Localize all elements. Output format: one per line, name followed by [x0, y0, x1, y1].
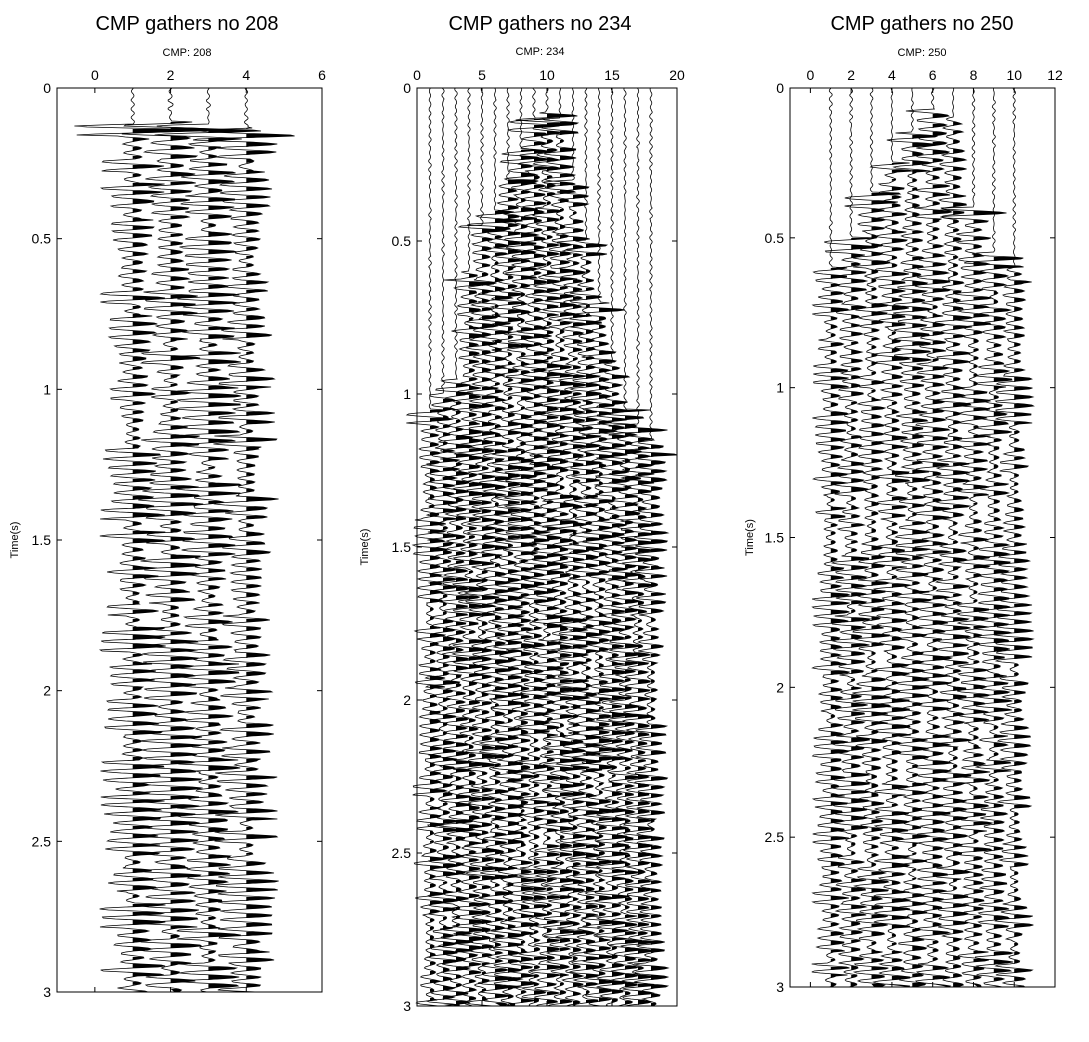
trace-11	[541, 87, 580, 1007]
y-tick-label: 2	[43, 683, 51, 699]
trace-12	[543, 87, 591, 1007]
y-tick-label: 2	[776, 679, 784, 695]
trace-fill-7	[953, 122, 973, 987]
x-tick-label: 0	[413, 67, 421, 83]
trace-7	[932, 87, 973, 988]
x-tick-label: 0	[806, 67, 814, 83]
y-tick-label: 1	[776, 380, 784, 396]
y-tick-label: 1.5	[32, 532, 52, 548]
chart-title: CMP gathers no 208	[95, 13, 278, 35]
trace-fill-9	[534, 119, 560, 1003]
trace-fill-1	[830, 268, 850, 987]
x-tick-label: 8	[970, 67, 978, 83]
y-tick-label: 3	[403, 998, 411, 1014]
y-axis-label: Time(s)	[744, 519, 756, 556]
trace-fill-10	[1014, 273, 1034, 987]
trace-4	[443, 87, 495, 1007]
x-tick-label: 2	[167, 67, 175, 83]
trace-fill-17	[638, 428, 668, 1005]
trace-fill-3	[871, 193, 901, 987]
x-tick-label: 12	[1047, 67, 1063, 83]
y-tick-label: 3	[776, 979, 784, 995]
trace-6	[905, 87, 954, 988]
chart-title: CMP gathers no 234	[448, 13, 631, 35]
trace-10	[993, 87, 1035, 988]
trace-1	[811, 87, 852, 988]
trace-1	[405, 87, 454, 1007]
trace-9	[963, 88, 1024, 988]
trace-fill-10	[547, 114, 578, 1004]
trace-8	[499, 87, 540, 1007]
y-tick-label: 0.5	[392, 233, 412, 249]
x-tick-label: 4	[242, 67, 250, 83]
trace-3	[435, 87, 475, 1007]
y-tick-label: 0	[776, 80, 784, 96]
trace-fill-18	[651, 440, 678, 1006]
chart-subtitle: CMP: 250	[898, 47, 947, 59]
y-tick-label: 0	[43, 80, 51, 96]
x-tick-label: 0	[91, 67, 99, 83]
y-axis-label: Time(s)	[9, 522, 21, 559]
trace-fill-4	[469, 274, 495, 1006]
y-tick-label: 3	[43, 984, 51, 1000]
x-tick-label: 5	[478, 67, 486, 83]
chart-panel-1: CMP gathers no 208 CMP: 208 Time(s) 0 2 4 6 0 0.…	[9, 13, 326, 1000]
chart-subtitle: CMP: 234	[516, 46, 565, 58]
x-tick-label: 6	[318, 67, 326, 83]
y-tick-label: 2.5	[765, 829, 785, 845]
trace-fill-2	[170, 122, 219, 992]
trace-8	[940, 87, 1007, 988]
trace-4	[869, 88, 914, 988]
y-axis-label: Time(s)	[359, 529, 371, 566]
y-tick-label: 2	[403, 692, 411, 708]
x-tick-label: 10	[539, 67, 555, 83]
trace-fill-15	[612, 367, 630, 1003]
trace-fill-5	[482, 229, 507, 1006]
x-tick-label: 2	[847, 67, 855, 83]
y-tick-label: 1	[403, 386, 411, 402]
trace-fill-8	[973, 211, 1007, 987]
y-tick-label: 0.5	[765, 230, 785, 246]
trace-16	[604, 87, 651, 1007]
x-tick-label: 10	[1006, 67, 1022, 83]
y-tick-label: 2.5	[32, 833, 52, 849]
x-tick-label: 15	[604, 67, 620, 83]
trace-3	[844, 87, 902, 988]
trace-fill-2	[851, 238, 878, 987]
y-tick-label: 0	[403, 80, 411, 96]
trace-4	[192, 87, 295, 993]
trace-17	[608, 87, 668, 1007]
y-tick-label: 1.5	[392, 539, 412, 555]
trace-5	[886, 87, 939, 988]
chart-subtitle: CMP: 208	[163, 47, 212, 59]
trace-fill-6	[932, 114, 952, 987]
y-tick-label: 0.5	[32, 231, 52, 247]
trace-9	[506, 87, 560, 1007]
y-tick-label: 2.5	[392, 845, 412, 861]
y-tick-label: 1	[43, 381, 51, 397]
trace-2	[424, 87, 461, 1007]
x-tick-label: 6	[929, 67, 937, 83]
x-tick-label: 4	[888, 67, 896, 83]
trace-fill-16	[625, 410, 651, 1005]
trace-6	[467, 87, 523, 1007]
trace-13	[563, 87, 609, 1007]
trace-18	[624, 87, 678, 1007]
trace-fill-4	[246, 128, 295, 992]
trace-15	[593, 88, 631, 1007]
trace-3	[154, 87, 262, 993]
y-tick-label: 1.5	[765, 530, 785, 546]
trace-1	[74, 87, 192, 993]
x-tick-label: 20	[669, 67, 685, 83]
chart-title: CMP gathers no 250	[830, 13, 1013, 35]
trace-fill-3	[208, 129, 261, 988]
